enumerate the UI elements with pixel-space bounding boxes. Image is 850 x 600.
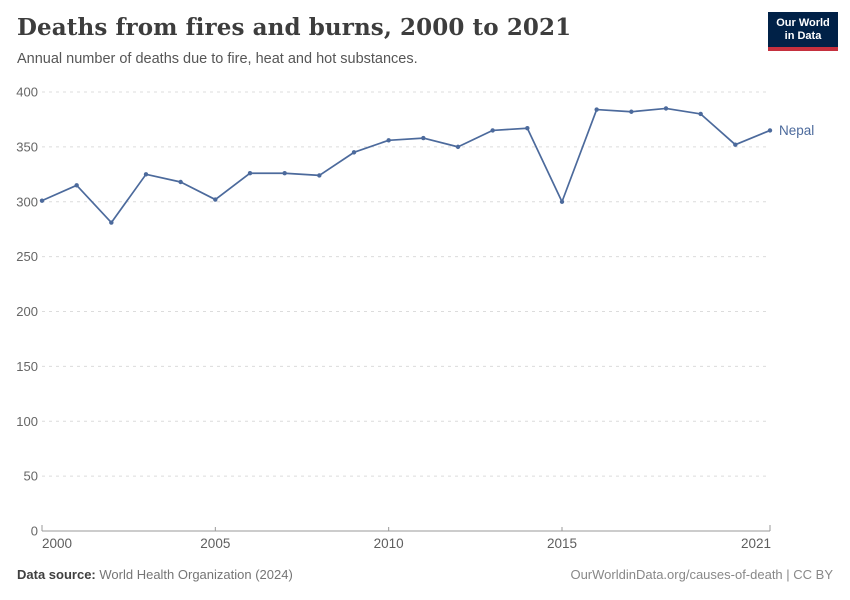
data-point[interactable] <box>594 107 599 112</box>
owid-logo-line1: Our World <box>776 17 830 29</box>
y-tick-label: 200 <box>16 304 38 319</box>
data-point[interactable] <box>455 144 461 150</box>
data-point[interactable] <box>143 172 149 177</box>
data-point[interactable] <box>178 179 183 185</box>
x-tick-label: 2015 <box>547 536 577 551</box>
data-point[interactable] <box>351 150 357 155</box>
data-point[interactable] <box>767 128 773 133</box>
x-tick-label: 2005 <box>200 536 230 551</box>
data-source-label: Data source: <box>17 567 96 582</box>
y-tick-label: 100 <box>16 414 38 429</box>
data-point[interactable] <box>629 109 634 114</box>
x-tick-label: 2000 <box>42 536 72 551</box>
nepal-line-series[interactable] <box>41 107 771 224</box>
x-tick-label: 2010 <box>374 536 404 551</box>
chart-title: Deaths from fires and burns, 2000 to 202… <box>17 14 572 41</box>
data-point[interactable] <box>213 197 218 202</box>
y-tick-label: 400 <box>16 85 38 100</box>
owid-logo[interactable]: Our World in Data <box>768 12 838 51</box>
data-point[interactable] <box>490 128 495 133</box>
y-tick-label: 0 <box>31 524 38 539</box>
data-point[interactable] <box>109 220 114 225</box>
line-chart-canvas: 0 50 100 150 200 250 300 350 400 2000 2005 2010 2015… <box>16 85 814 552</box>
data-point[interactable] <box>317 173 322 178</box>
data-point[interactable] <box>663 106 669 111</box>
data-point[interactable] <box>386 138 391 143</box>
data-point[interactable] <box>421 135 426 141</box>
y-tick-label: 250 <box>16 249 38 264</box>
entity-label-nepal[interactable]: Nepal <box>779 123 814 138</box>
data-point[interactable] <box>282 171 287 176</box>
data-point[interactable] <box>247 171 253 176</box>
data-source-note: Data source: World Health Organization (… <box>17 567 293 582</box>
data-point[interactable] <box>525 126 530 131</box>
x-tick-label: 2021 <box>741 536 771 551</box>
y-tick-label: 150 <box>16 359 38 374</box>
chart-subtitle: Annual number of deaths due to fire, hea… <box>17 51 418 67</box>
data-point[interactable] <box>559 199 565 204</box>
data-source-value: World Health Organization (2024) <box>99 567 293 582</box>
data-point[interactable] <box>733 142 738 147</box>
data-point[interactable] <box>39 198 45 203</box>
y-tick-label: 300 <box>16 194 38 209</box>
chart-footer: Data source: World Health Organization (… <box>17 567 833 582</box>
owid-logo-line2: in Data <box>784 30 822 42</box>
data-point[interactable] <box>74 183 79 188</box>
y-tick-label: 350 <box>16 139 38 154</box>
y-tick-label: 50 <box>24 469 38 484</box>
data-point[interactable] <box>698 111 703 117</box>
credit-line[interactable]: OurWorldinData.org/causes-of-death | CC … <box>570 567 833 582</box>
